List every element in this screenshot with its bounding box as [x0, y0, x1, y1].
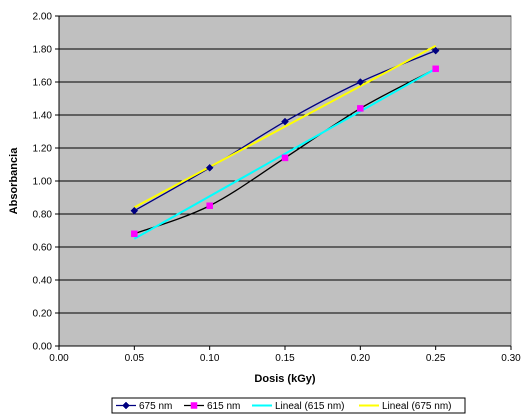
- y-tick-label: 0.80: [33, 210, 53, 221]
- x-tick-label: 0.25: [426, 353, 446, 364]
- legend-label-0: 675 nm: [139, 401, 172, 412]
- y-tick-label: 0.60: [33, 243, 53, 254]
- y-tick-label: 0.20: [33, 309, 53, 320]
- y-tick-label: 0.40: [33, 276, 53, 287]
- y-tick-label: 2.00: [33, 12, 53, 23]
- y-tick-label: 0.00: [33, 342, 53, 353]
- series-1-point: [357, 105, 364, 112]
- series-0-point: [130, 206, 139, 215]
- series-markers: [130, 46, 440, 238]
- y-tick-label: 1.80: [33, 45, 53, 56]
- series-line-2: [133, 67, 437, 240]
- grid-lines: [59, 15, 511, 314]
- x-axis-title: Dosis (kGy): [254, 373, 315, 385]
- y-tick-label: 1.20: [33, 144, 53, 155]
- y-tick-label: 1.60: [33, 78, 53, 89]
- axes: 0.00 0.20 0.40 0.60 0.80 1.00 1.20 1.40 1.60 1.80…: [33, 12, 522, 365]
- x-tick-label: 0.15: [275, 353, 295, 364]
- y-tick-label: 1.40: [33, 111, 53, 122]
- series-1-point: [432, 65, 439, 73]
- x-tick-label: 0.05: [125, 353, 145, 364]
- x-tick-label: 0.20: [351, 353, 371, 364]
- series-1-point: [131, 230, 138, 238]
- x-tick-label: 0.00: [49, 353, 69, 364]
- legend-marker-1: [190, 402, 198, 409]
- legend-label-3: Lineal (675 nm): [382, 401, 451, 412]
- series-1-point: [281, 154, 289, 162]
- series-0-point: [431, 46, 440, 55]
- legend-label-2: Lineal (615 nm): [275, 401, 344, 412]
- legend-marker-0: [122, 401, 130, 410]
- x-tick-label: 0.10: [200, 353, 220, 364]
- legend-box: [111, 397, 466, 414]
- y-axis-title: Absorbancia: [8, 147, 20, 215]
- x-tick-label: 0.30: [501, 353, 521, 364]
- legend: 675 nm 615 nm Lineal (615 nm) Lineal (675 n…: [111, 397, 466, 414]
- series-line-3: [133, 44, 437, 209]
- y-tick-label: 1.00: [33, 177, 53, 188]
- series-1-point: [206, 202, 213, 209]
- series-0-point: [205, 163, 214, 172]
- series-0-point: [281, 117, 289, 126]
- series-0-point: [356, 78, 365, 86]
- legend-label-1: 615 nm: [207, 401, 240, 412]
